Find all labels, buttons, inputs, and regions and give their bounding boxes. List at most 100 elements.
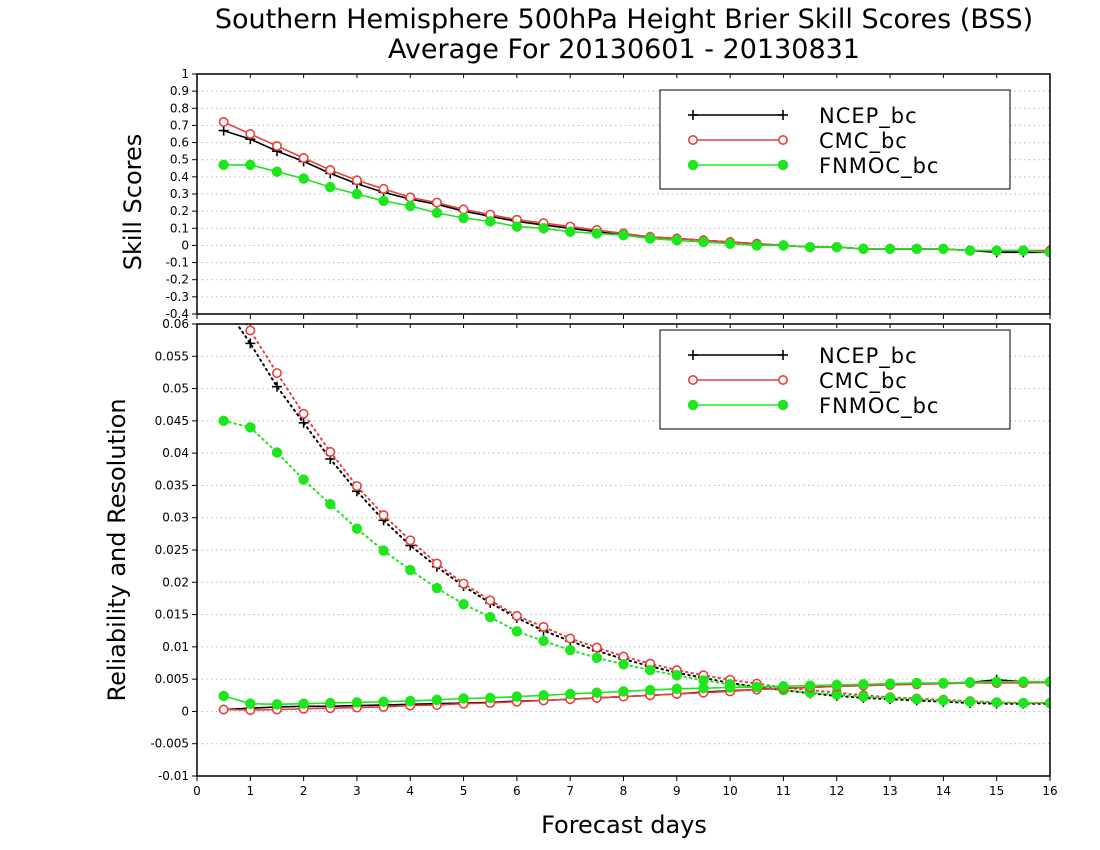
data-point bbox=[938, 677, 949, 689]
data-point bbox=[378, 696, 389, 707]
data-point bbox=[245, 698, 256, 709]
data-point bbox=[618, 659, 629, 670]
data-point bbox=[218, 690, 229, 702]
series-line bbox=[222, 419, 1050, 704]
y-tick-label: 0.3 bbox=[170, 187, 189, 201]
bottom-y-axis-label: Reliability and Resolution bbox=[103, 398, 131, 701]
y-tick-label: 0.5 bbox=[170, 153, 189, 167]
data-point bbox=[991, 697, 1002, 708]
data-point bbox=[218, 415, 229, 427]
data-point bbox=[271, 447, 283, 458]
data-point bbox=[964, 696, 976, 707]
legend-marker-right bbox=[778, 110, 788, 120]
x-tick-label: 14 bbox=[936, 784, 951, 798]
data-point bbox=[458, 598, 469, 610]
data-point bbox=[298, 153, 309, 164]
legend-label: CMC_bc bbox=[819, 129, 908, 154]
y-tick-label: 0.2 bbox=[170, 204, 189, 218]
data-point bbox=[271, 166, 283, 177]
plot-frame bbox=[196, 73, 1051, 315]
data-point bbox=[591, 687, 603, 698]
data-point bbox=[1044, 697, 1050, 709]
data-point bbox=[591, 642, 602, 653]
data-point bbox=[405, 564, 416, 576]
data-point bbox=[351, 697, 363, 708]
data-point bbox=[538, 690, 549, 701]
legend-marker-right bbox=[777, 135, 788, 146]
data-point bbox=[351, 175, 362, 186]
y-tick-label: -0.4 bbox=[166, 307, 189, 321]
y-tick-label: 0.9 bbox=[170, 84, 189, 98]
data-point bbox=[485, 595, 496, 606]
legend-marker-right bbox=[777, 374, 788, 385]
data-point bbox=[325, 697, 336, 709]
data-point bbox=[245, 325, 256, 336]
legend-entry-cmc-bc: CMC_bc bbox=[687, 129, 908, 154]
series-fnmoc-bc-resolution bbox=[218, 415, 1050, 709]
data-point bbox=[431, 582, 443, 594]
legend-marker-left bbox=[687, 374, 698, 385]
y-tick-label: 0.6 bbox=[170, 136, 189, 150]
data-point bbox=[219, 300, 229, 310]
legend-label: CMC_bc bbox=[819, 369, 908, 394]
legend-label: NCEP_bc bbox=[819, 344, 918, 369]
y-tick-label: 0.045 bbox=[155, 414, 189, 428]
data-point bbox=[405, 535, 416, 546]
data-point bbox=[858, 679, 869, 690]
y-tick-label: 0.4 bbox=[170, 170, 189, 184]
data-point bbox=[325, 181, 336, 193]
data-point bbox=[911, 243, 922, 255]
x-tick-label: 5 bbox=[460, 784, 468, 798]
data-point bbox=[351, 523, 363, 534]
data-point bbox=[378, 195, 389, 207]
data-point bbox=[644, 664, 656, 676]
x-tick-label: 1 bbox=[246, 784, 254, 798]
data-point bbox=[458, 693, 469, 704]
legend-entry-fnmoc-bc: FNMOC_bc bbox=[687, 154, 939, 179]
x-tick-label: 11 bbox=[776, 784, 791, 798]
y-tick-label: 0.02 bbox=[162, 575, 189, 589]
series-fnmoc-bc bbox=[218, 159, 1050, 258]
data-point bbox=[219, 281, 227, 289]
data-point bbox=[644, 684, 656, 696]
chart-title-line1: Southern Hemisphere 500hPa Height Brier … bbox=[215, 4, 1033, 35]
x-tick-label: 9 bbox=[673, 784, 681, 798]
data-point bbox=[964, 677, 976, 688]
legend-marker-right bbox=[778, 350, 788, 360]
x-tick-label: 3 bbox=[353, 784, 361, 798]
x-tick-label: 8 bbox=[620, 784, 628, 798]
data-point bbox=[511, 626, 523, 637]
data-point bbox=[351, 481, 362, 492]
data-point bbox=[991, 676, 1002, 687]
x-tick-label: 16 bbox=[1042, 784, 1057, 798]
data-point bbox=[671, 670, 683, 681]
legend-label: NCEP_bc bbox=[819, 104, 918, 129]
legend-marker-right bbox=[777, 399, 789, 411]
legend-label: FNMOC_bc bbox=[819, 154, 939, 179]
data-point bbox=[245, 422, 256, 433]
data-point bbox=[724, 238, 736, 249]
data-point bbox=[298, 474, 309, 485]
data-point bbox=[698, 236, 709, 248]
data-point bbox=[564, 644, 576, 656]
skill-score-panel: -0.4 -0.3 -0.2 -0.1 0 0.1 0.2 0.3 0.4 0.5 0.6 0.7 0.… bbox=[166, 67, 1051, 321]
data-point bbox=[511, 221, 523, 232]
data-point bbox=[804, 680, 816, 691]
y-tick-label: 0.1 bbox=[170, 221, 189, 235]
data-point bbox=[511, 691, 523, 702]
data-point bbox=[458, 578, 469, 589]
data-point bbox=[671, 683, 683, 695]
x-tick-label: 13 bbox=[882, 784, 897, 798]
data-point bbox=[671, 235, 683, 246]
data-point bbox=[245, 338, 256, 349]
x-tick-label: 7 bbox=[566, 784, 574, 798]
data-point bbox=[991, 245, 1002, 256]
data-point bbox=[1044, 247, 1050, 258]
plot-frame bbox=[196, 323, 1051, 777]
x-tick-label: 4 bbox=[406, 784, 414, 798]
data-point bbox=[938, 695, 949, 706]
data-point bbox=[325, 498, 336, 510]
